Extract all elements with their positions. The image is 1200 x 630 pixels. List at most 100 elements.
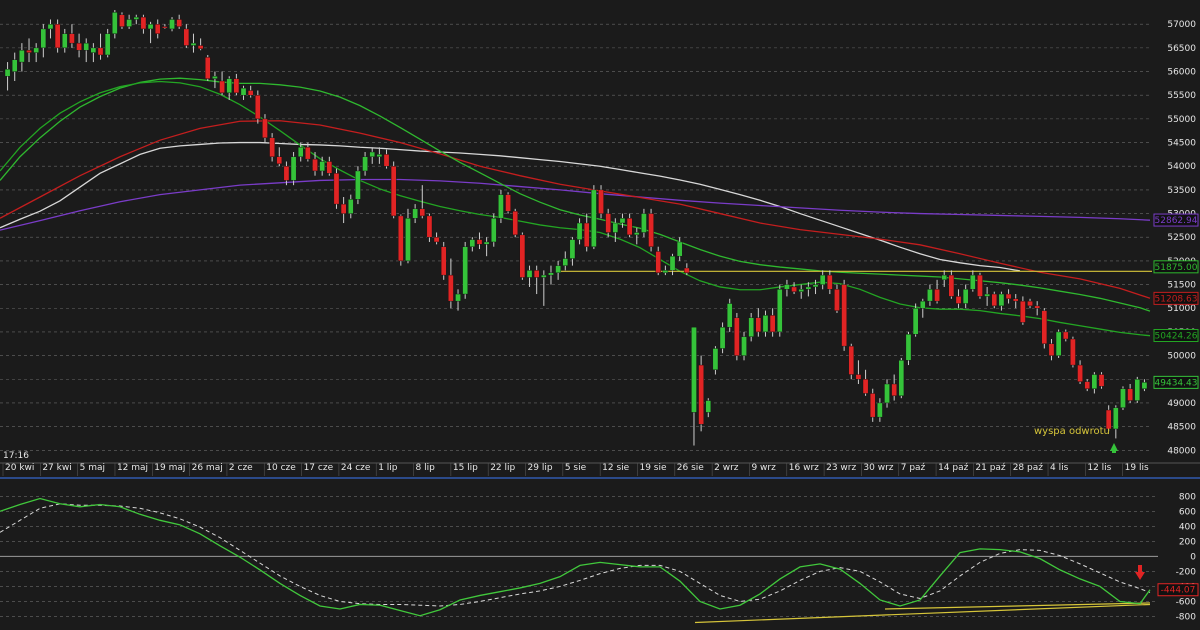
candle-body (1070, 338, 1076, 366)
candle-body (483, 241, 490, 245)
candlesticks (4, 10, 1148, 446)
candle-body (626, 218, 633, 236)
candle-body (541, 274, 547, 278)
candle-body (676, 241, 683, 257)
candle-body (269, 137, 275, 157)
candle-body (326, 161, 333, 174)
candle-body (240, 87, 247, 96)
candle-body (1084, 381, 1090, 389)
oscillator-tick-label: -200 (1176, 567, 1197, 577)
candle-body (83, 42, 89, 51)
candle-body (462, 246, 468, 295)
candle-body (290, 156, 297, 181)
candle-body (97, 47, 104, 56)
moving-average-line (0, 178, 1151, 231)
up-arrow-icon (1110, 443, 1118, 451)
candle-body (133, 16, 140, 20)
candle-body (1012, 298, 1019, 302)
candle-body (1091, 374, 1098, 389)
y-tick-label: 51500 (1167, 281, 1196, 291)
candle-body (212, 76, 218, 79)
x-tick-label: 12 sie (602, 463, 630, 473)
candle-body (33, 47, 39, 53)
candle-body (69, 33, 75, 44)
candle-body (376, 154, 383, 157)
x-tick-label: 14 paź (938, 463, 969, 473)
oscillator-trend-line (884, 602, 1151, 610)
candle-body (741, 336, 747, 356)
candle-body (1113, 407, 1119, 430)
candle-body (698, 364, 704, 425)
oscillator-tick-label: -800 (1176, 612, 1197, 622)
candle-body (684, 267, 690, 273)
candle-body (305, 147, 311, 160)
candle-body (583, 222, 590, 247)
candle-body (841, 284, 847, 347)
x-tick-label: 2 cze (229, 463, 253, 473)
candle-body (333, 173, 340, 205)
candle-body (655, 251, 661, 273)
candle-body (877, 402, 883, 418)
y-tick-label: 53500 (1167, 186, 1196, 196)
candle-body (984, 293, 990, 297)
x-tick-label: 10 cze (266, 463, 296, 473)
price-badges: 52862.94 51875.00 51208.63 50424.26 49434.43 (1153, 213, 1199, 389)
candle-body (805, 286, 812, 290)
x-tick-label: 24 cze (341, 463, 371, 473)
candle-body (1034, 305, 1040, 309)
candle-body (62, 33, 68, 49)
candle-body (419, 208, 426, 217)
candle-body (147, 24, 154, 30)
x-tick-label: 19 maj (154, 463, 185, 473)
x-tick-label: 26 sie (677, 463, 705, 473)
x-tick-label: 1 lip (378, 463, 398, 473)
x-tick-label: 28 paź (1013, 463, 1044, 473)
price-badge-label: 51208.63 (1155, 294, 1198, 304)
y-tick-label: 56500 (1167, 44, 1196, 54)
candle-body (126, 19, 132, 27)
candle-body (283, 166, 290, 181)
candle-body (505, 194, 511, 212)
x-tick-label: 30 wrz (863, 463, 893, 473)
candle-body (405, 218, 411, 262)
candle-body (190, 42, 197, 46)
candle-body (426, 215, 433, 238)
x-tick-label: 8 lip (416, 463, 436, 473)
moving-average-line (0, 120, 1151, 299)
candle-body (834, 289, 840, 311)
candle-body (962, 289, 969, 304)
moving-average-line (0, 77, 1151, 312)
candle-body (669, 255, 676, 271)
candle-body (1105, 409, 1112, 430)
x-tick-label: 15 lip (453, 463, 478, 473)
candle-body (905, 334, 912, 361)
y-tick-label: 49000 (1167, 399, 1196, 409)
candle-body (11, 59, 18, 72)
candle-body (440, 246, 447, 276)
candle-body (312, 158, 318, 172)
candle-body (1055, 331, 1062, 356)
x-tick-label: 16 wrz (789, 463, 819, 473)
candle-body (555, 265, 561, 273)
oscillator-tick-label: 200 (1179, 537, 1196, 547)
candle-body (154, 24, 161, 34)
candle-body (548, 272, 554, 276)
y-tick-label: 48500 (1167, 423, 1196, 433)
down-arrow-icon (1135, 572, 1145, 580)
candle-body (1077, 364, 1083, 382)
candle-body (562, 258, 569, 266)
y-tick-label: 50000 (1167, 352, 1196, 362)
x-tick-label: 4 lis (1050, 463, 1069, 473)
price-badge-label: 49434.43 (1155, 378, 1198, 388)
y-tick-label: 55500 (1167, 91, 1196, 101)
candle-body (491, 218, 497, 243)
y-tick-label: 52500 (1167, 233, 1196, 243)
candle-body (719, 326, 726, 349)
x-tick-label: 22 lip (490, 463, 515, 473)
candle-body (869, 393, 876, 418)
candle-body (498, 194, 504, 219)
candle-body (884, 383, 890, 404)
candle-body (104, 33, 111, 56)
candle-body (340, 203, 347, 214)
price-badge (1153, 213, 1199, 227)
